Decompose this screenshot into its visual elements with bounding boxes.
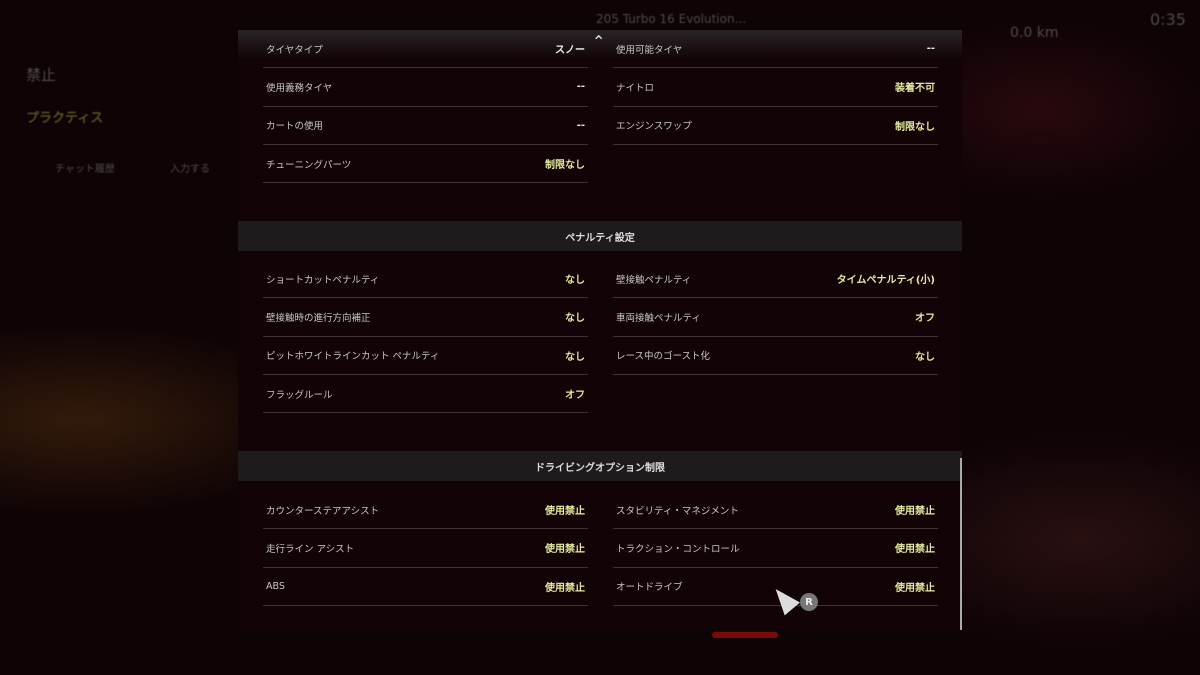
- setting-row: 使用義務タイヤ --: [263, 68, 588, 107]
- scrollbar[interactable]: [960, 458, 962, 630]
- bg-distance: 0.0 km: [1010, 25, 1059, 41]
- setting-row: カウンターステアアシスト 使用禁止: [263, 491, 588, 530]
- setting-label: ピットホワイトラインカット ペナルティ: [266, 351, 440, 363]
- setting-value: 使用禁止: [545, 544, 585, 556]
- setting-label: エンジンスワップ: [616, 121, 692, 133]
- setting-value: 装着不可: [895, 83, 935, 95]
- setting-value: オフ: [565, 390, 585, 402]
- setting-value: オフ: [915, 313, 935, 325]
- setting-row: カートの使用 --: [263, 107, 588, 145]
- setting-row: スタビリティ・マネジメント 使用禁止: [613, 491, 938, 530]
- setting-label: レース中のゴースト化: [616, 351, 711, 363]
- setting-label: カートの使用: [266, 121, 324, 133]
- penalty-settings: ショートカットペナルティ なし 壁接触時の進行方向補正 なし ピットホワイトラインカ…: [263, 260, 938, 414]
- bg-tab: プラクティス: [26, 111, 104, 126]
- bg-title: 禁止: [26, 66, 57, 84]
- setting-value: 制限なし: [895, 121, 935, 133]
- setting-label: ナイトロ: [616, 82, 655, 94]
- setting-label: 使用義務タイヤ: [266, 82, 333, 94]
- setting-row: ピットホワイトラインカット ペナルティ なし: [263, 337, 588, 375]
- setting-row: 壁接触時の進行方向補正 なし: [263, 298, 588, 337]
- section-header-driving-options: ドライビングオプション制限: [238, 451, 962, 481]
- section-header-penalty: ペナルティ設定: [238, 221, 962, 251]
- scroll-up-icon[interactable]: ⌃: [592, 32, 606, 51]
- setting-label: タイヤタイプ: [266, 44, 323, 56]
- setting-value: タイムペナルティ(小): [836, 275, 935, 287]
- setting-label: 車両接触ペナルティ: [616, 312, 701, 324]
- setting-label: 壁接触ペナルティ: [616, 274, 692, 286]
- setting-value: --: [926, 43, 935, 55]
- setting-row: フラッグルール オフ: [263, 375, 588, 414]
- setting-label: トラクション・コントロール: [616, 543, 740, 555]
- bg-chat: チャット履歴: [55, 164, 115, 175]
- setting-value: 使用禁止: [895, 506, 935, 518]
- regulations-panel[interactable]: ⌃ タイヤタイプ スノー 使用義務タイヤ -- カートの使用 -- チューニングパーツ…: [238, 30, 962, 630]
- setting-label: ショートカットペナルティ: [266, 274, 380, 286]
- bg-car: 205 Turbo 16 Evolution...: [596, 12, 747, 26]
- setting-row: トラクション・コントロール 使用禁止: [613, 529, 938, 568]
- bg-input: 入力する: [170, 164, 210, 175]
- setting-value: 使用禁止: [545, 582, 585, 594]
- setting-label: 使用可能タイヤ: [616, 44, 683, 56]
- setting-row: ABS 使用禁止: [263, 568, 588, 606]
- setting-label: 壁接触時の進行方向補正: [266, 312, 371, 324]
- setting-value: 使用禁止: [895, 544, 935, 556]
- setting-value: 使用禁止: [545, 506, 585, 518]
- setting-label: ABS: [266, 580, 285, 592]
- setting-value: なし: [915, 351, 935, 363]
- setting-row: ショートカットペナルティ なし: [263, 260, 588, 299]
- setting-value: --: [576, 119, 585, 131]
- setting-label: カウンターステアアシスト: [266, 505, 380, 517]
- setting-row: 壁接触ペナルティ タイムペナルティ(小): [613, 260, 938, 299]
- red-indicator: [712, 632, 778, 638]
- setting-value: スノー: [555, 45, 585, 57]
- setting-row: タイヤタイプ スノー: [263, 30, 588, 69]
- r-stick-scroll-icon[interactable]: R: [800, 593, 818, 611]
- setting-label: フラッグルール: [266, 389, 333, 401]
- setting-row: 使用可能タイヤ --: [613, 30, 938, 69]
- setting-value: --: [576, 81, 585, 93]
- setting-label: チューニングパーツ: [266, 159, 352, 171]
- tire-settings: タイヤタイプ スノー 使用義務タイヤ -- カートの使用 -- チューニングパーツ 制限…: [263, 30, 938, 184]
- setting-value: なし: [565, 351, 585, 363]
- setting-label: 走行ライン アシスト: [266, 543, 355, 555]
- setting-row: チューニングパーツ 制限なし: [263, 145, 588, 184]
- setting-label: オートドライブ: [616, 582, 683, 594]
- setting-row: レース中のゴースト化 なし: [613, 337, 938, 375]
- setting-value: なし: [565, 313, 585, 325]
- top-fade: [238, 30, 962, 60]
- setting-row: エンジンスワップ 制限なし: [613, 107, 938, 145]
- setting-row: 車両接触ペナルティ オフ: [613, 298, 938, 337]
- setting-value: 使用禁止: [895, 582, 935, 594]
- driving-option-settings: カウンターステアアシスト 使用禁止 走行ライン アシスト 使用禁止 ABS 使用禁止 …: [263, 491, 938, 606]
- setting-label: スタビリティ・マネジメント: [616, 505, 739, 517]
- setting-value: 制限なし: [545, 160, 585, 172]
- setting-value: なし: [565, 275, 585, 287]
- setting-row: 走行ライン アシスト 使用禁止: [263, 529, 588, 568]
- setting-row: ナイトロ 装着不可: [613, 68, 938, 107]
- bg-time: 0:35: [1150, 10, 1186, 29]
- setting-row: オートドライブ 使用禁止: [613, 568, 938, 606]
